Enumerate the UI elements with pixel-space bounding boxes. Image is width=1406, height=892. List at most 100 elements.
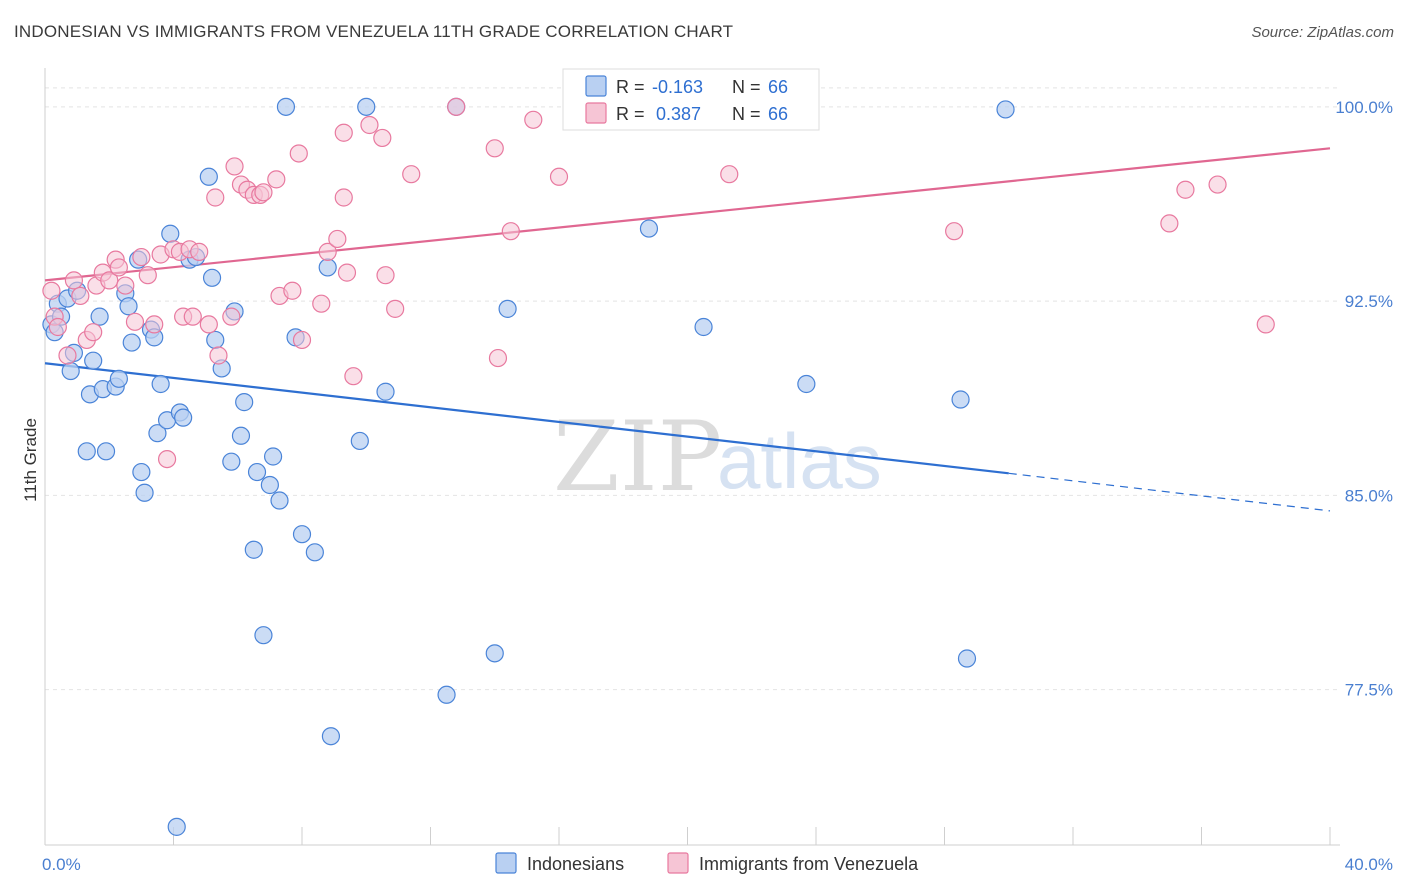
venezuela-point xyxy=(138,266,157,285)
indonesian-point xyxy=(957,649,977,668)
venezuela-point xyxy=(328,229,347,249)
venezuela-point xyxy=(283,281,302,300)
venezuela-point xyxy=(373,128,392,148)
indonesian-point xyxy=(206,330,225,350)
venezuela-point xyxy=(206,188,225,207)
legend-swatch-pink xyxy=(585,102,607,124)
venezuela-point xyxy=(485,139,504,158)
x-tick-label: 40.0% xyxy=(1345,855,1393,874)
indonesian-point xyxy=(199,167,218,186)
y-tick-label: 85.0% xyxy=(1345,486,1393,505)
source-credit: Source: ZipAtlas.com xyxy=(1251,24,1394,41)
indonesian-point xyxy=(202,268,222,287)
venezuela-point xyxy=(190,242,209,261)
venezuela-point xyxy=(292,330,312,350)
venezuela-point xyxy=(100,271,119,290)
venezuela-point xyxy=(71,286,90,306)
legend-indonesians-label: Indonesians xyxy=(527,854,624,874)
indonesian-point xyxy=(639,219,659,238)
venezuela-point xyxy=(1160,214,1179,233)
venezuela-point xyxy=(58,346,77,365)
venezuela-point xyxy=(145,315,164,334)
indonesian-point xyxy=(235,393,254,412)
y-tick-label: 100.0% xyxy=(1335,98,1393,117)
venezuela-point xyxy=(132,247,151,267)
stats-r-label-2: R = xyxy=(616,104,645,124)
indonesian-point xyxy=(135,483,154,502)
venezuela-point xyxy=(402,165,421,184)
indonesian-point xyxy=(132,462,151,482)
indonesian-point xyxy=(151,374,170,394)
venezuela-point xyxy=(125,312,145,331)
stats-r-value-1: -0.163 xyxy=(652,77,703,97)
venezuela-point xyxy=(720,165,739,184)
stats-r-value-2: 0.387 xyxy=(656,104,701,124)
venezuela-point xyxy=(549,167,569,186)
indonesian-point xyxy=(305,543,324,562)
data-points xyxy=(42,97,1275,836)
indonesian-point xyxy=(260,475,279,495)
series-legend: Indonesians Immigrants from Venezuela xyxy=(495,852,919,874)
stats-n-label-1: N = xyxy=(732,77,761,97)
indonesian-point xyxy=(84,351,103,370)
indonesian-point xyxy=(174,408,193,427)
venezuela-point xyxy=(1176,180,1195,199)
indonesian-trendline xyxy=(44,362,1009,475)
venezuela-point xyxy=(116,276,135,295)
indonesian-point xyxy=(292,525,312,544)
indonesian-point xyxy=(996,100,1015,119)
watermark-atlas: atlas xyxy=(717,417,882,505)
x-tick-label: 0.0% xyxy=(42,855,81,874)
venezuela-point xyxy=(360,115,379,135)
venezuela-point xyxy=(501,222,520,241)
venezuela-point xyxy=(334,123,353,142)
venezuela-point xyxy=(64,271,84,290)
indonesian-point xyxy=(357,97,376,116)
indonesian-point xyxy=(376,382,395,401)
venezuela-point xyxy=(157,449,177,469)
venezuela-point xyxy=(183,307,202,326)
venezuela-point xyxy=(84,323,103,342)
stats-n-value-1: 66 xyxy=(768,77,788,97)
watermark: ZIP atlas xyxy=(553,401,882,513)
indonesian-point xyxy=(231,426,251,445)
venezuela-point xyxy=(376,266,395,285)
venezuela-point xyxy=(1256,315,1275,334)
venezuela-point xyxy=(344,367,363,386)
venezuela-point xyxy=(945,222,964,241)
indonesian-point xyxy=(437,685,456,704)
indonesian-trendline-extension xyxy=(1008,472,1331,512)
indonesian-point xyxy=(485,644,504,663)
venezuela-point xyxy=(267,170,286,189)
venezuela-point xyxy=(225,157,244,176)
legend-venezuela-label: Immigrants from Venezuela xyxy=(699,854,919,874)
venezuela-point xyxy=(48,317,67,337)
indonesian-point xyxy=(148,424,167,443)
trendlines xyxy=(44,147,1331,512)
indonesian-point xyxy=(797,374,816,394)
indonesian-point xyxy=(350,431,369,451)
indonesian-point xyxy=(167,817,186,836)
venezuela-point xyxy=(318,242,337,261)
indonesian-point xyxy=(270,491,289,510)
venezuela-point xyxy=(254,183,273,202)
venezuela-point xyxy=(199,315,218,334)
indonesian-point xyxy=(122,333,141,352)
indonesian-point xyxy=(244,540,263,559)
indonesian-point xyxy=(77,442,96,461)
venezuela-point xyxy=(289,144,308,163)
indonesian-point xyxy=(109,369,128,388)
stats-legend: R = -0.163 N = 66 R = 0.387 N = 66 xyxy=(562,68,820,131)
y-axis-title: 11th Grade xyxy=(21,418,40,502)
venezuela-point xyxy=(447,97,466,116)
venezuela-point xyxy=(209,346,228,365)
legend-swatch-blue xyxy=(585,75,607,97)
indonesian-point xyxy=(161,224,180,243)
venezuela-point xyxy=(386,299,405,318)
stats-n-value-2: 66 xyxy=(768,104,788,124)
venezuela-point xyxy=(109,258,128,277)
indonesian-point xyxy=(96,442,116,461)
watermark-zip: ZIP xyxy=(553,401,722,513)
indonesian-point xyxy=(318,258,337,277)
